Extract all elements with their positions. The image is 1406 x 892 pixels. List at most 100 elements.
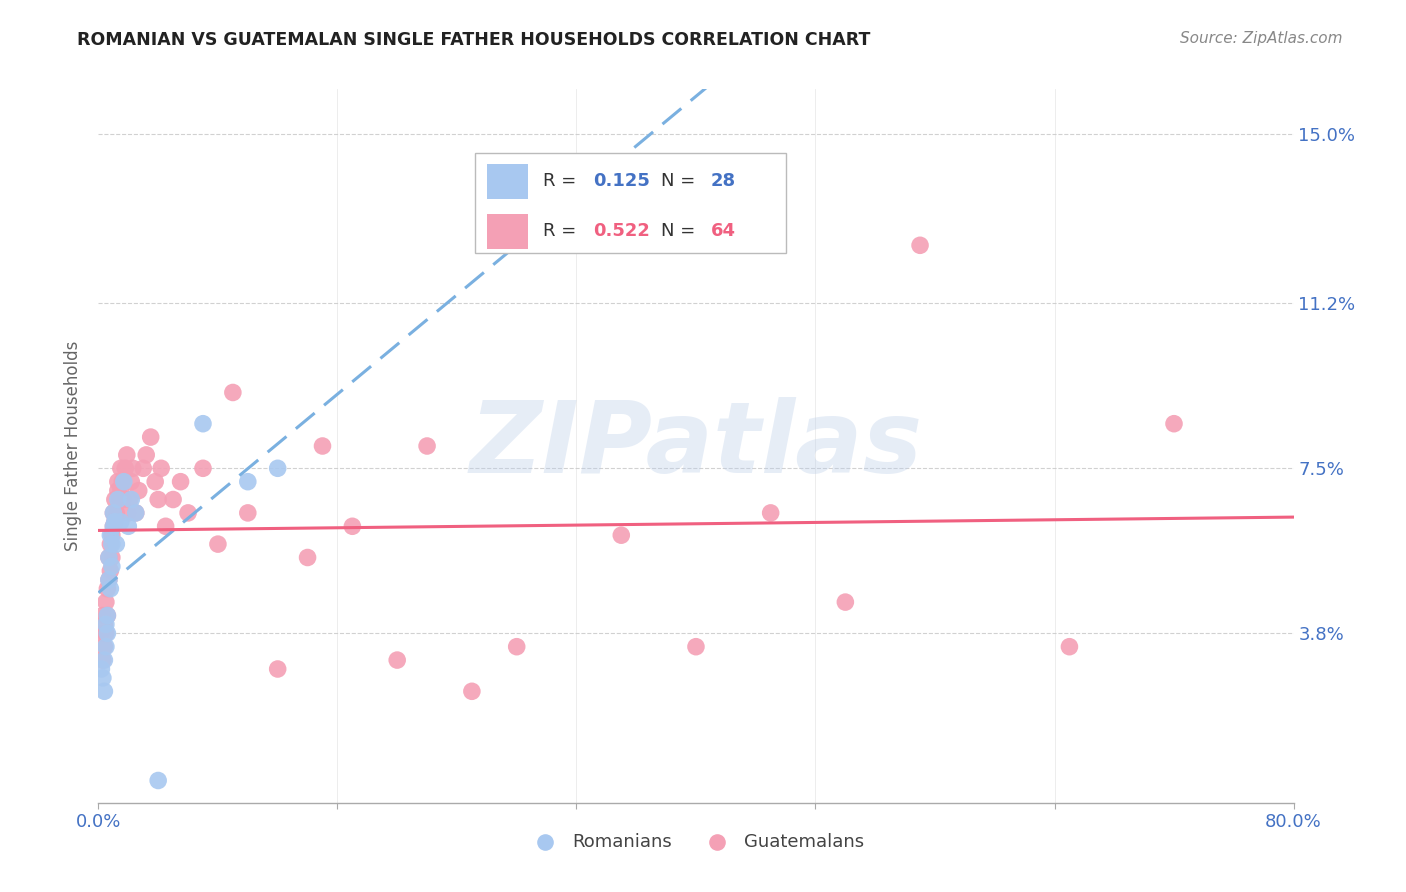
- Point: [685, 640, 707, 654]
- Point: [222, 385, 245, 400]
- Point: [110, 515, 132, 529]
- Point: [90, 626, 112, 640]
- Point: [91, 671, 114, 685]
- Point: [118, 492, 141, 507]
- Point: [93, 617, 115, 632]
- Point: [135, 448, 157, 462]
- Point: [143, 475, 166, 489]
- Point: [461, 684, 484, 698]
- Point: [342, 519, 364, 533]
- Point: [96, 608, 118, 623]
- Point: [162, 492, 184, 507]
- Point: [96, 626, 118, 640]
- Point: [150, 461, 173, 475]
- Point: [101, 537, 124, 551]
- Point: [103, 519, 125, 533]
- Point: [191, 461, 214, 475]
- Point: [177, 506, 200, 520]
- Point: [115, 448, 138, 462]
- Text: N =: N =: [661, 222, 702, 240]
- Point: [94, 617, 117, 632]
- Text: 28: 28: [711, 172, 737, 190]
- Text: N =: N =: [661, 172, 702, 190]
- Point: [104, 515, 127, 529]
- Point: [97, 550, 120, 565]
- Point: [128, 483, 150, 498]
- Text: ZIPatlas: ZIPatlas: [470, 398, 922, 494]
- Point: [101, 528, 124, 542]
- Point: [110, 483, 132, 498]
- Point: [1059, 640, 1081, 654]
- Point: [125, 506, 148, 520]
- Point: [117, 519, 139, 533]
- Point: [105, 537, 128, 551]
- Point: [93, 684, 115, 698]
- Point: [121, 461, 143, 475]
- Text: Source: ZipAtlas.com: Source: ZipAtlas.com: [1180, 31, 1343, 46]
- Point: [416, 439, 439, 453]
- Point: [107, 483, 129, 498]
- Point: [610, 528, 633, 542]
- Point: [759, 506, 782, 520]
- Point: [111, 475, 134, 489]
- Y-axis label: Single Father Households: Single Father Households: [65, 341, 83, 551]
- FancyBboxPatch shape: [475, 153, 786, 253]
- Point: [96, 582, 118, 596]
- Text: R =: R =: [543, 172, 582, 190]
- Point: [117, 506, 139, 520]
- Point: [101, 559, 124, 574]
- Point: [98, 564, 122, 578]
- Point: [94, 640, 117, 654]
- Point: [103, 506, 125, 520]
- Point: [104, 515, 127, 529]
- Point: [236, 475, 259, 489]
- Point: [148, 773, 170, 788]
- Point: [169, 475, 191, 489]
- Point: [107, 475, 129, 489]
- Point: [110, 461, 132, 475]
- Point: [132, 461, 155, 475]
- Point: [120, 475, 142, 489]
- Point: [267, 662, 290, 676]
- Legend: Romanians, Guatemalans: Romanians, Guatemalans: [520, 826, 872, 858]
- Point: [834, 595, 856, 609]
- Point: [91, 608, 114, 623]
- Point: [96, 608, 118, 623]
- Point: [103, 519, 125, 533]
- Point: [1163, 417, 1185, 431]
- Point: [125, 506, 148, 520]
- Point: [101, 550, 124, 565]
- Point: [93, 653, 115, 667]
- Point: [267, 461, 290, 475]
- Point: [97, 573, 120, 587]
- Point: [139, 430, 162, 444]
- Text: ROMANIAN VS GUATEMALAN SINGLE FATHER HOUSEHOLDS CORRELATION CHART: ROMANIAN VS GUATEMALAN SINGLE FATHER HOU…: [77, 31, 870, 49]
- Point: [98, 528, 122, 542]
- Point: [297, 550, 319, 565]
- Point: [94, 626, 117, 640]
- Point: [108, 492, 131, 507]
- Point: [104, 492, 127, 507]
- Point: [94, 595, 117, 609]
- Point: [103, 506, 125, 520]
- Bar: [488, 164, 527, 200]
- Point: [93, 640, 115, 654]
- Point: [97, 573, 120, 587]
- Point: [112, 475, 135, 489]
- Point: [506, 640, 529, 654]
- Point: [236, 506, 259, 520]
- Point: [114, 461, 136, 475]
- Text: 64: 64: [711, 222, 735, 240]
- Point: [97, 550, 120, 565]
- Bar: [488, 214, 527, 250]
- Point: [191, 417, 214, 431]
- Point: [98, 537, 122, 551]
- Text: 0.125: 0.125: [593, 172, 650, 190]
- Point: [105, 506, 128, 520]
- Text: 0.522: 0.522: [593, 222, 650, 240]
- Point: [148, 492, 170, 507]
- Point: [155, 519, 177, 533]
- Point: [91, 653, 114, 667]
- Point: [120, 492, 142, 507]
- Point: [112, 492, 135, 507]
